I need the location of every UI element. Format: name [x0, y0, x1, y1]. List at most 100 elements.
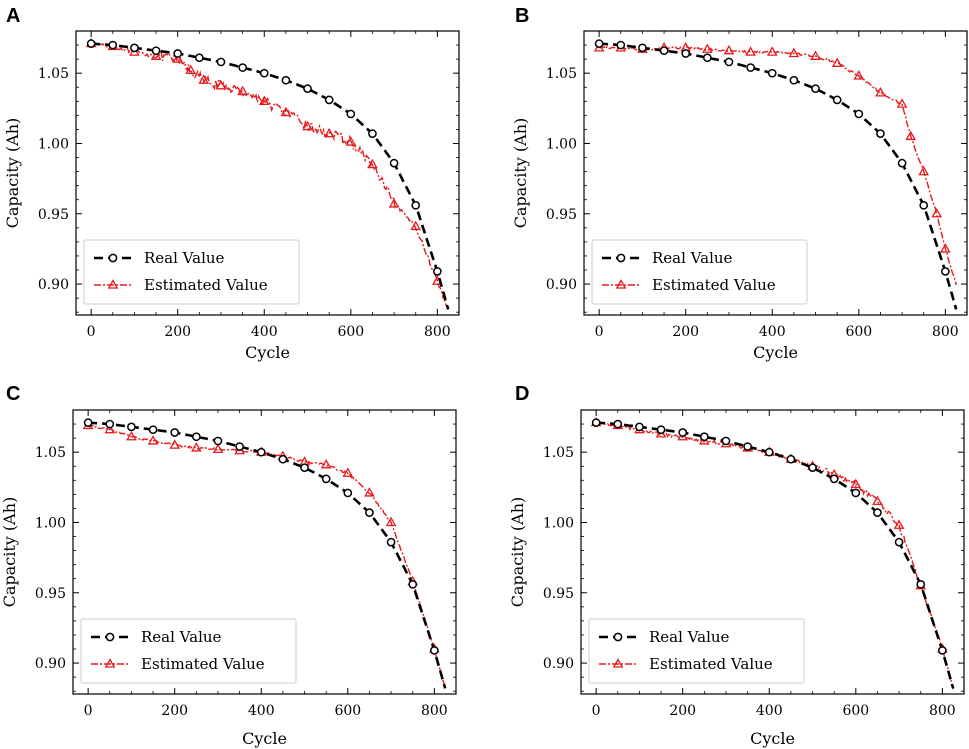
real-value-point	[938, 646, 947, 655]
real-value-point	[851, 488, 861, 498]
real-value-point	[346, 109, 356, 119]
estimated-value-point	[198, 74, 209, 84]
legend-estimated-marker	[615, 279, 627, 289]
real-value-point	[876, 129, 885, 138]
real-value-point	[808, 463, 817, 472]
real-value-point	[811, 84, 820, 93]
real-value-point	[389, 158, 399, 168]
real-value-point	[916, 579, 926, 589]
real-value-point	[702, 53, 712, 63]
estimated-value-point	[702, 43, 713, 53]
y-tick-label: 0.95	[35, 586, 66, 602]
x-tick-label: 600	[845, 324, 872, 340]
estimated-value-point	[766, 46, 778, 56]
real-value-point	[238, 63, 247, 72]
real-value-point	[721, 436, 731, 446]
real-value-point	[594, 39, 604, 49]
plot-area	[82, 418, 447, 689]
legend-estimated-marker	[107, 279, 119, 289]
plot-area	[593, 39, 958, 310]
plot-area	[85, 37, 450, 310]
real-value-point	[659, 46, 669, 56]
estimated-value-point	[388, 198, 400, 208]
real-value-point	[764, 447, 774, 457]
estimated-value-point	[931, 207, 943, 218]
legend-real-marker	[105, 632, 115, 642]
legend-estimated-label: Estimated Value	[144, 276, 268, 294]
real-value-point	[213, 436, 223, 446]
estimated-value-point	[172, 53, 184, 63]
real-value-point	[411, 200, 421, 210]
x-tick-label: 800	[932, 324, 959, 340]
real-value-point	[408, 579, 418, 589]
real-value-line	[596, 421, 955, 689]
estimated-value-point	[410, 220, 422, 231]
legend: Real Value Estimated Value	[80, 618, 297, 684]
x-tick-label: 800	[424, 324, 451, 340]
x-tick-label: 200	[164, 324, 191, 340]
estimated-value-point	[191, 442, 202, 452]
chart-panel-a: A 0 200 400 600 800 0.90 0.95 1.00 1.05 Cycle Capac…	[3, 5, 460, 362]
real-value-point	[343, 488, 353, 498]
x-tick-label: 800	[421, 703, 448, 719]
legend-real-marker	[616, 253, 626, 263]
real-value-point	[616, 40, 626, 50]
estimated-value-point	[940, 243, 951, 253]
estimated-value-point	[345, 136, 357, 146]
estimated-value-point	[323, 127, 335, 138]
real-value-point	[86, 39, 96, 49]
real-value-point	[300, 463, 309, 472]
real-value-point	[613, 419, 623, 429]
estimated-value-point	[831, 57, 843, 67]
real-value-point	[433, 267, 442, 276]
y-axis-label: Capacity (Ah)	[511, 118, 530, 229]
real-value-point	[699, 432, 709, 442]
y-tick-label: 0.90	[543, 656, 574, 672]
legend-estimated-marker	[612, 658, 624, 668]
real-value-point	[897, 158, 907, 168]
chart-panel-b: B 0 200 400 600 800 0.90 0.95 1.00 1.05 Cycle Capac…	[511, 5, 968, 362]
panel-label: A	[6, 5, 20, 27]
y-tick-label: 1.00	[546, 136, 577, 152]
real-value-point	[216, 57, 226, 67]
estimated-value-point	[896, 98, 908, 108]
real-value-point	[430, 646, 439, 655]
panel-label: D	[515, 383, 529, 405]
y-tick-label: 1.05	[38, 66, 69, 82]
x-tick-label: 200	[672, 324, 699, 340]
real-value-line	[88, 421, 447, 689]
plot-area	[590, 416, 955, 690]
chart-panel-c: C 0 200 400 600 800 0.90 0.95 1.00 1.05 Cycle Capac…	[0, 383, 457, 748]
legend-real-label: Real Value	[141, 628, 222, 646]
real-value-point	[105, 419, 115, 429]
estimated-value-line	[87, 424, 446, 688]
real-value-point	[638, 43, 647, 53]
x-tick-label: 0	[595, 324, 604, 340]
x-tick-label: 400	[759, 324, 786, 340]
legend-box	[588, 618, 805, 684]
real-value-point	[148, 425, 158, 435]
real-value-point	[746, 63, 755, 72]
real-value-point	[365, 508, 374, 517]
real-value-point	[873, 508, 882, 517]
y-tick-label: 1.00	[38, 136, 69, 152]
x-axis-label: Cycle	[245, 343, 290, 362]
legend: Real Value Estimated Value	[588, 618, 805, 684]
y-tick-label: 1.00	[35, 515, 66, 531]
real-value-point	[789, 75, 799, 85]
y-axis-label: Capacity (Ah)	[3, 118, 22, 229]
x-tick-label: 400	[756, 703, 783, 719]
y-tick-label: 1.05	[546, 66, 577, 82]
real-value-point	[151, 46, 161, 56]
x-tick-label: 400	[251, 324, 278, 340]
estimated-value-point	[723, 44, 735, 55]
real-value-point	[173, 49, 183, 58]
estimated-value-point	[745, 46, 756, 56]
real-value-point	[635, 422, 644, 432]
real-value-point	[281, 75, 291, 85]
legend-estimated-label: Estimated Value	[652, 276, 776, 294]
x-tick-label: 200	[161, 703, 188, 719]
y-tick-label: 0.90	[35, 656, 66, 672]
real-value-point	[829, 474, 839, 484]
plot-frame	[580, 409, 965, 695]
